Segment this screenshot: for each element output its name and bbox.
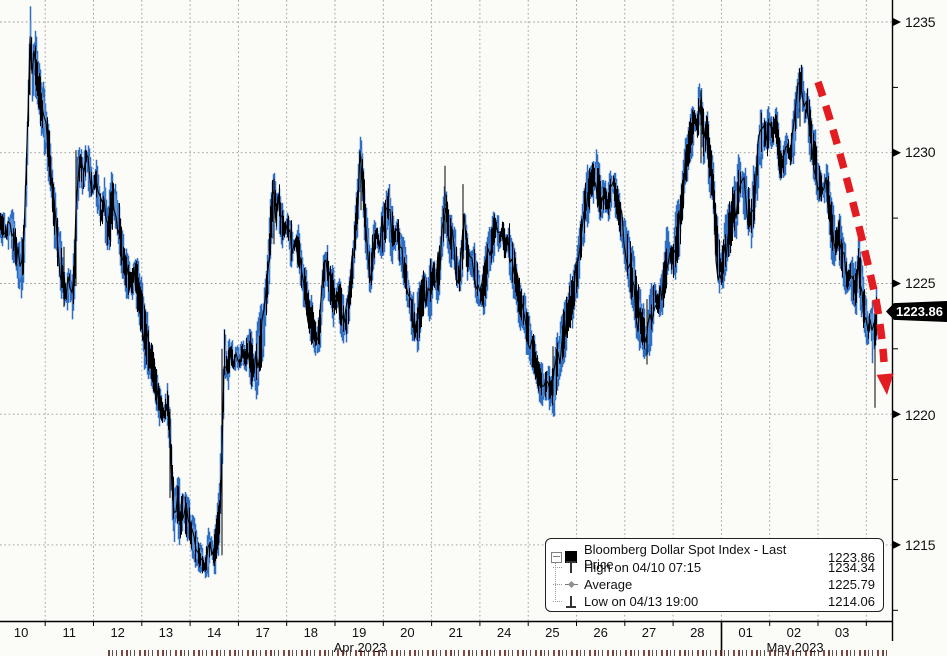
x-axis-tick-label: 17: [255, 625, 270, 640]
low-marker-icon: [565, 595, 578, 608]
legend-label: Bloomberg Dollar Spot Index - Last Price: [584, 542, 787, 572]
y-axis-major-ticks: [893, 18, 901, 549]
x-axis-tick-label: 01: [738, 625, 753, 640]
axes: [0, 0, 898, 656]
x-axis-tick-label: 18: [303, 625, 319, 640]
series-swatch-icon: [565, 551, 577, 563]
high-marker-icon: [565, 561, 578, 574]
x-axis-tick-label: 03: [834, 625, 850, 640]
x-axis-tick-label: 20: [400, 625, 415, 640]
x-axis-tick-label: 02: [786, 625, 802, 640]
last-price-badge: 1223.86: [886, 301, 947, 322]
average-marker-icon: [565, 578, 578, 591]
y-axis-tick-label: 1225: [905, 275, 936, 291]
x-axis-tick-label: 21: [448, 625, 464, 640]
tree-stub: [553, 601, 562, 602]
legend-label: Low on 04/13 19:00: [584, 594, 699, 609]
tree-stub: [553, 584, 562, 585]
legend-value: 1223.86: [828, 549, 875, 565]
x-axis-tick-label: 10: [13, 625, 29, 640]
legend-label: High on 04/10 07:15: [584, 560, 702, 575]
y-axis-tick-label: 1235: [905, 14, 936, 30]
legend-row-last-price[interactable]: Bloomberg Dollar Spot Index - Last Price…: [550, 542, 875, 572]
legend-row-low[interactable]: Low on 04/13 19:00 1214.06: [550, 593, 875, 610]
legend-box[interactable]: Bloomberg Dollar Spot Index - Last Price…: [545, 538, 884, 612]
x-axis-tick-label: 14: [206, 625, 222, 640]
legend-label: Average: [584, 577, 633, 592]
gridlines: [0, 0, 892, 621]
x-axis-tick-label: 12: [110, 625, 125, 640]
x-axis-tick-label: 13: [158, 625, 174, 640]
tree-stub: [553, 567, 562, 568]
price-series: [0, 6, 878, 579]
legend-row-high[interactable]: High on 04/10 07:15 1234.34: [550, 559, 875, 576]
x-axis-tick-label: 11: [62, 625, 77, 640]
clipped-text-strip: [108, 650, 890, 656]
x-axis-tick-label: 27: [641, 625, 657, 640]
x-axis-tick-label: 26: [593, 625, 608, 640]
y-axis-tick-label: 1215: [905, 537, 936, 553]
legend-value: 1234.34: [828, 560, 875, 575]
y-axis-tick-label: 1230: [905, 144, 936, 160]
collapse-box-icon[interactable]: [551, 551, 562, 563]
legend-value: 1225.79: [828, 577, 875, 592]
legend-row-average[interactable]: Average 1225.79: [550, 576, 875, 593]
x-axis-tick-label: 25: [545, 625, 560, 640]
x-axis-tick-label: 28: [690, 625, 705, 640]
y-axis-tick-label: 1220: [905, 407, 936, 423]
annotation-arrow-red: [814, 80, 894, 395]
legend-value: 1214.06: [828, 594, 875, 609]
x-axis-tick-label: 24: [496, 625, 512, 640]
x-axis-tick-label: 19: [351, 625, 367, 640]
